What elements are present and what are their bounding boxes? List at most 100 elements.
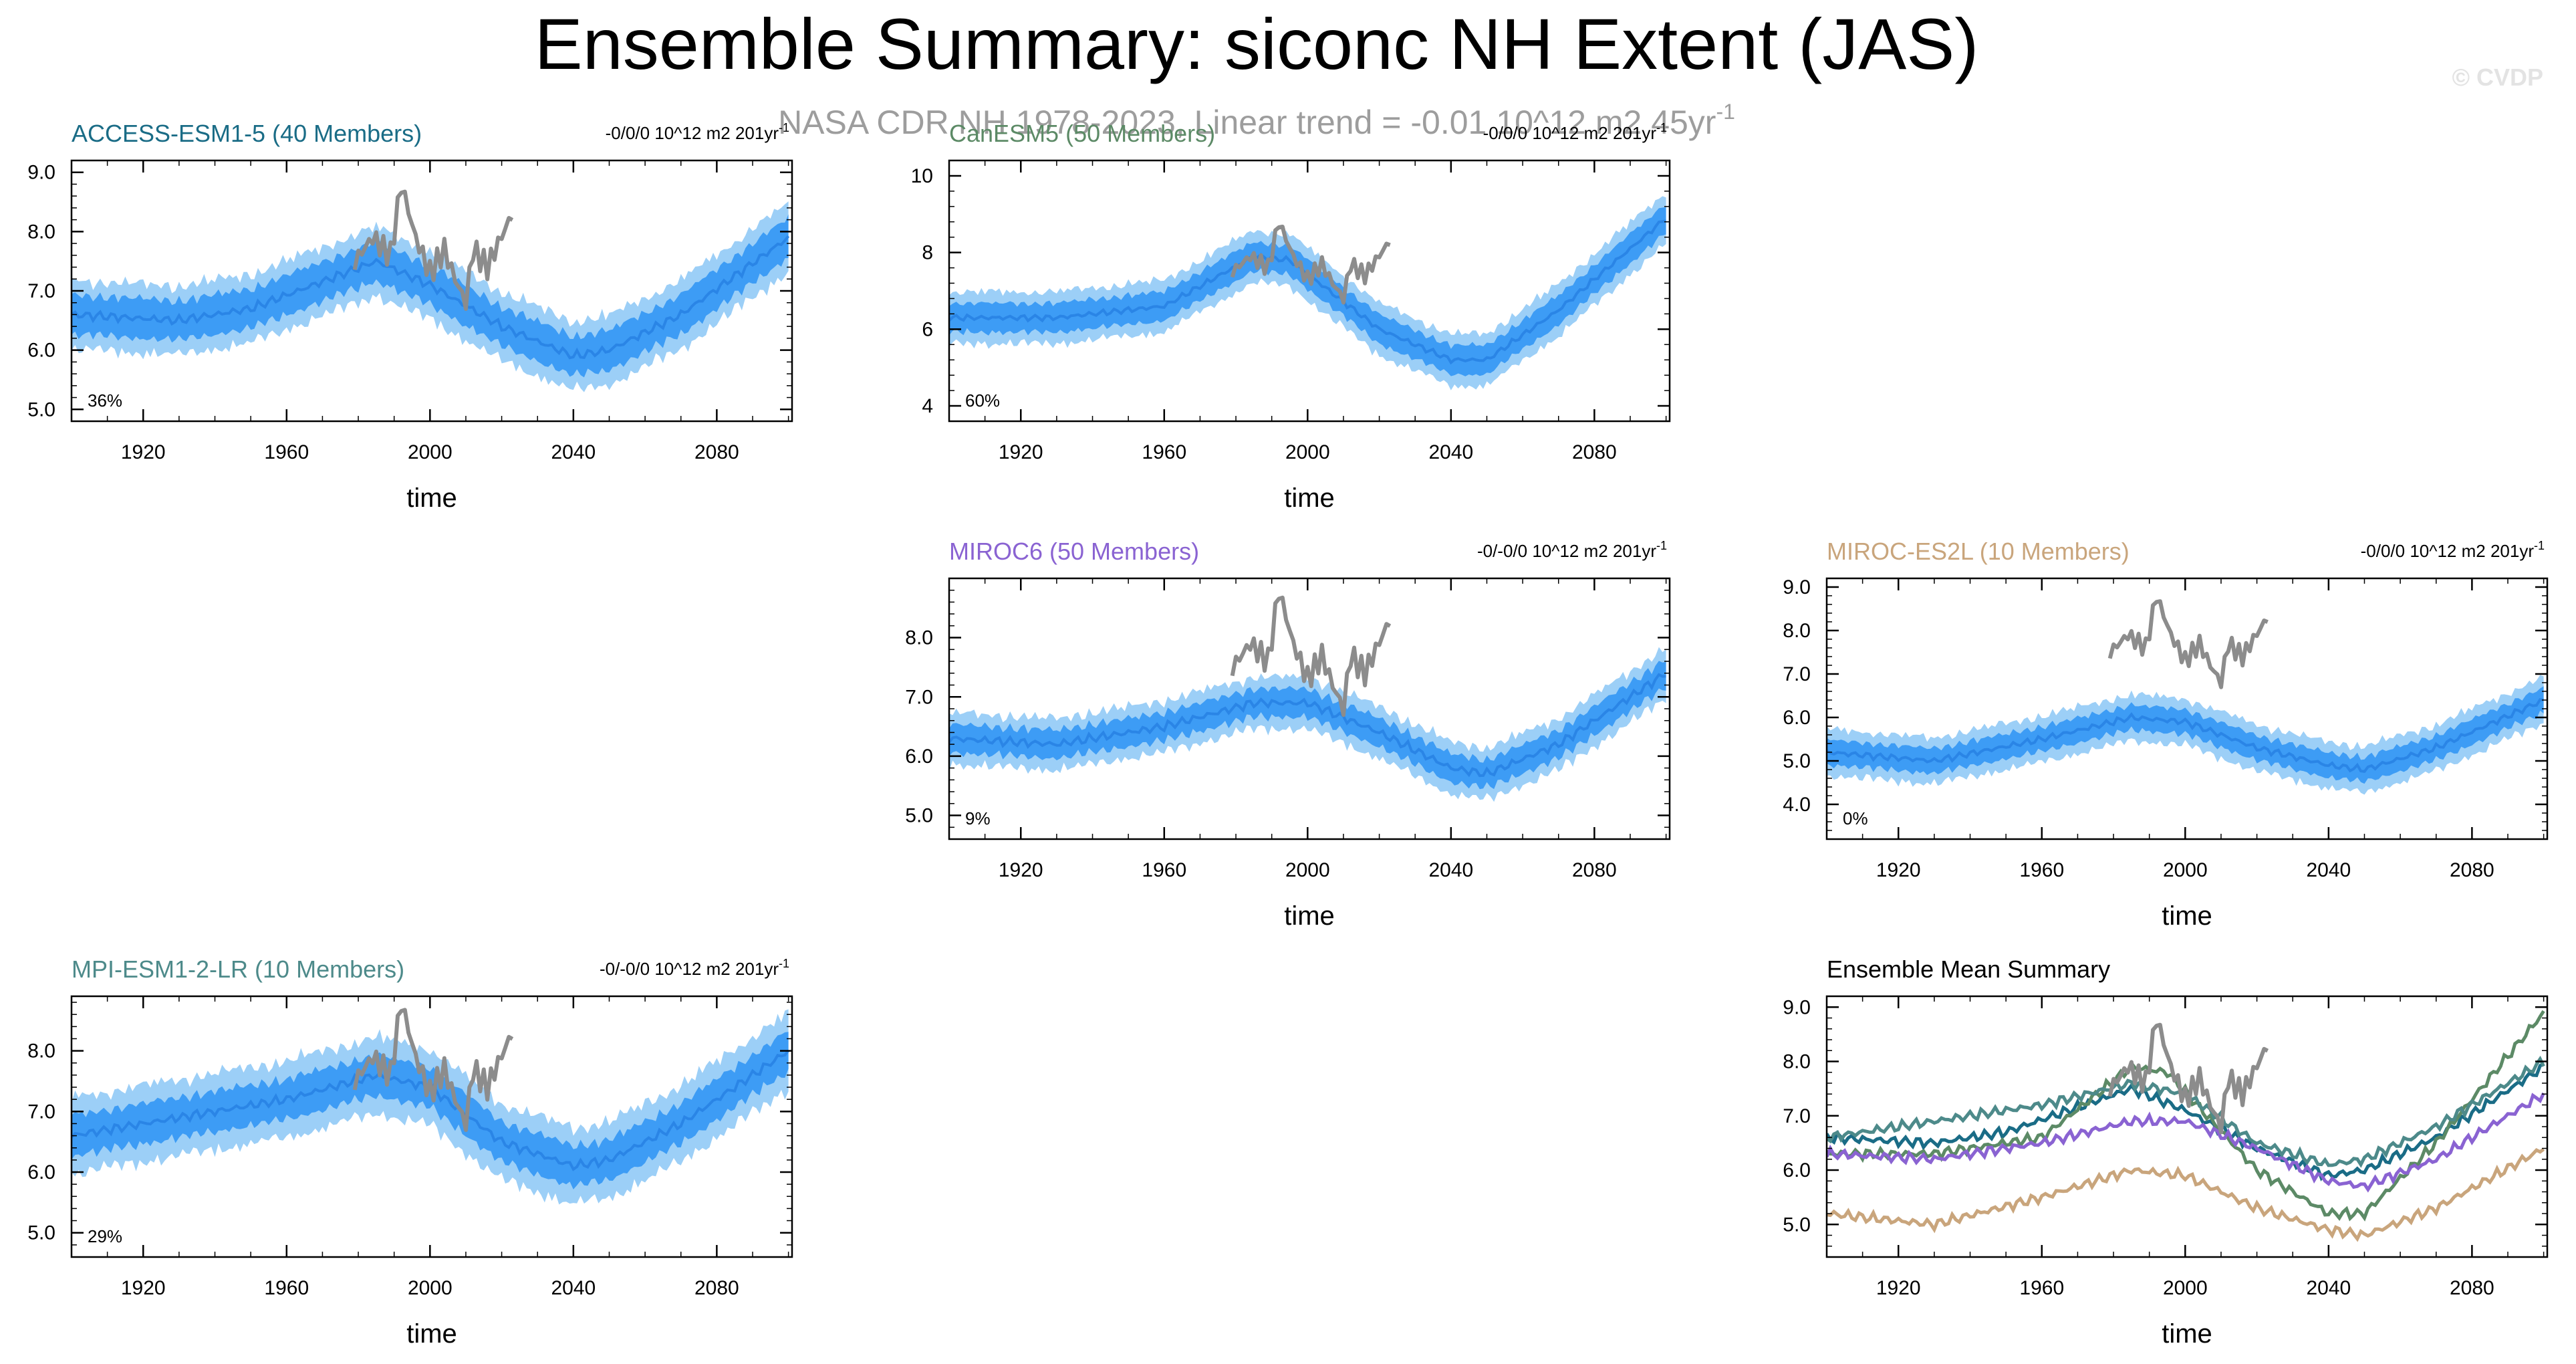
ensemble-spread-inner (949, 207, 1666, 376)
trend-label-superscript: -1 (1656, 539, 1667, 552)
y-tick-label: 7.0 (27, 280, 55, 302)
y-tick-label: 7.0 (905, 686, 933, 708)
y-tick-label: 6 (922, 318, 933, 340)
observations-line (352, 1008, 514, 1132)
y-tick-label: 4.0 (1783, 794, 1811, 816)
x-tick-label: 1960 (2019, 1277, 2064, 1299)
x-tick-label: 2040 (551, 441, 596, 463)
x-tick-label: 2000 (2163, 859, 2208, 881)
x-tick-label: 2080 (694, 1277, 739, 1299)
chart-panels: ACCESS-ESM1-5 (40 Members) -0/0/0 10^12 m… (27, 120, 2549, 1349)
y-tick-label: 8.0 (905, 627, 933, 649)
x-tick-label: 2040 (1428, 441, 1473, 463)
trend-label-superscript: -1 (1656, 121, 1667, 134)
x-axis-label: time (406, 1319, 457, 1349)
x-tick-label: 2080 (2450, 1277, 2494, 1299)
subtitle-text: NASA CDR NH 1978-2023, Linear trend = -0… (778, 104, 1716, 141)
x-tick-label: 1920 (121, 441, 166, 463)
x-tick-label: 2000 (1285, 441, 1330, 463)
percent-label: 9% (965, 808, 991, 828)
observations-line (1230, 225, 1391, 305)
x-axis-label: time (1284, 483, 1335, 513)
x-tick-label: 1920 (121, 1277, 166, 1299)
observation-trend-subtitle: NASA CDR NH 1978-2023, Linear trend = -0… (778, 100, 1735, 141)
figure-title: Ensemble Summary: siconc NH Extent (JAS) (535, 3, 1979, 84)
watermark: © CVDP (2452, 64, 2543, 91)
x-tick-label: 1920 (1876, 859, 1921, 881)
trend-label: -0/0/0 10^12 m2 201yr-1 (1483, 121, 1667, 143)
x-tick-label: 2000 (1285, 859, 1330, 881)
ensemble-spread-inner (72, 214, 789, 378)
x-tick-label: 1960 (264, 441, 309, 463)
y-tick-label: 6.0 (27, 1161, 55, 1183)
x-tick-label: 2080 (694, 441, 739, 463)
y-tick-label: 9.0 (1783, 996, 1811, 1018)
y-tick-label: 7.0 (1783, 1105, 1811, 1127)
y-tick-label: 10 (911, 165, 933, 187)
trend-label: -0/-0/0 10^12 m2 201yr-1 (1477, 539, 1667, 561)
trend-label-superscript: -1 (779, 121, 789, 134)
observations-line (2107, 1022, 2269, 1135)
plot-frame (70, 995, 793, 1258)
x-tick-label: 1960 (1142, 441, 1186, 463)
plot-frame (948, 159, 1671, 423)
panel-title: CanESM5 (50 Members) (949, 120, 1215, 147)
y-tick-label: 5.0 (27, 1222, 55, 1244)
plot-area (72, 1008, 790, 1205)
y-tick-label: 5.0 (1783, 750, 1811, 772)
y-tick-label: 8.0 (1783, 1051, 1811, 1073)
y-tick-label: 7.0 (27, 1101, 55, 1123)
panel-title: ACCESS-ESM1-5 (40 Members) (72, 120, 422, 147)
x-tick-label: 2000 (408, 441, 453, 463)
panel-access: ACCESS-ESM1-5 (40 Members) -0/0/0 10^12 m… (27, 120, 793, 513)
panel-mirocesl: MIROC-ES2L (10 Members) -0/0/0 10^12 m2 2… (1783, 538, 2549, 931)
model-line-access-esm1-5 (1827, 1062, 2545, 1181)
y-tick-label: 7.0 (1783, 663, 1811, 685)
x-tick-label: 2040 (2306, 1277, 2351, 1299)
trend-label-text: -0/0/0 10^12 m2 201yr (1483, 123, 1657, 143)
y-tick-label: 5.0 (27, 399, 55, 421)
x-axis-label: time (2162, 1319, 2212, 1349)
x-tick-label: 1960 (264, 1277, 309, 1299)
trend-label-text: -0/-0/0 10^12 m2 201yr (600, 959, 779, 979)
y-tick-label: 8.0 (27, 1040, 55, 1062)
percent-label: 36% (88, 390, 122, 411)
x-tick-label: 2040 (2306, 859, 2351, 881)
y-tick-label: 6.0 (27, 340, 55, 362)
x-axis-label: time (1284, 901, 1335, 931)
trend-label: -0/0/0 10^12 m2 201yr-1 (606, 121, 789, 143)
plot-area (949, 196, 1667, 390)
x-tick-label: 1920 (999, 441, 1043, 463)
plot-area (1827, 599, 2544, 795)
model-line-miroc6 (1827, 1092, 2545, 1193)
ensemble-spread-inner (72, 1032, 789, 1189)
y-tick-label: 6.0 (1783, 707, 1811, 729)
observations-line (1230, 595, 1392, 717)
y-tick-label: 5.0 (1783, 1214, 1811, 1236)
y-tick-label: 9.0 (27, 162, 55, 184)
x-tick-label: 2080 (2450, 859, 2494, 881)
ensemble-spread-inner (1827, 686, 2544, 784)
percent-label: 29% (88, 1226, 122, 1246)
x-tick-label: 2040 (1428, 859, 1473, 881)
ensemble-mean-line (1827, 698, 2544, 774)
x-tick-label: 1920 (999, 859, 1043, 881)
observations-line (352, 189, 514, 311)
y-tick-label: 8.0 (1783, 620, 1811, 642)
x-tick-label: 2000 (408, 1277, 453, 1299)
ensemble-mean-line (949, 673, 1666, 778)
y-tick-label: 8.0 (27, 221, 55, 243)
trend-label-superscript: -1 (2534, 539, 2545, 552)
x-axis-label: time (2162, 901, 2212, 931)
trend-label-text: -0/0/0 10^12 m2 201yr (2361, 541, 2535, 561)
x-tick-label: 2000 (2163, 1277, 2208, 1299)
panel-title: MIROC-ES2L (10 Members) (1827, 538, 2130, 565)
panel-canesm: CanESM5 (50 Members) -0/0/0 10^12 m2 201y… (911, 120, 1671, 513)
trend-label-text: -0/-0/0 10^12 m2 201yr (1477, 541, 1656, 561)
trend-label: -0/0/0 10^12 m2 201yr-1 (2361, 539, 2545, 561)
trend-label-superscript: -1 (779, 957, 789, 970)
subtitle-superscript: -1 (1716, 100, 1734, 124)
ensemble-spread-outer (949, 196, 1666, 390)
x-axis-label: time (406, 483, 457, 513)
